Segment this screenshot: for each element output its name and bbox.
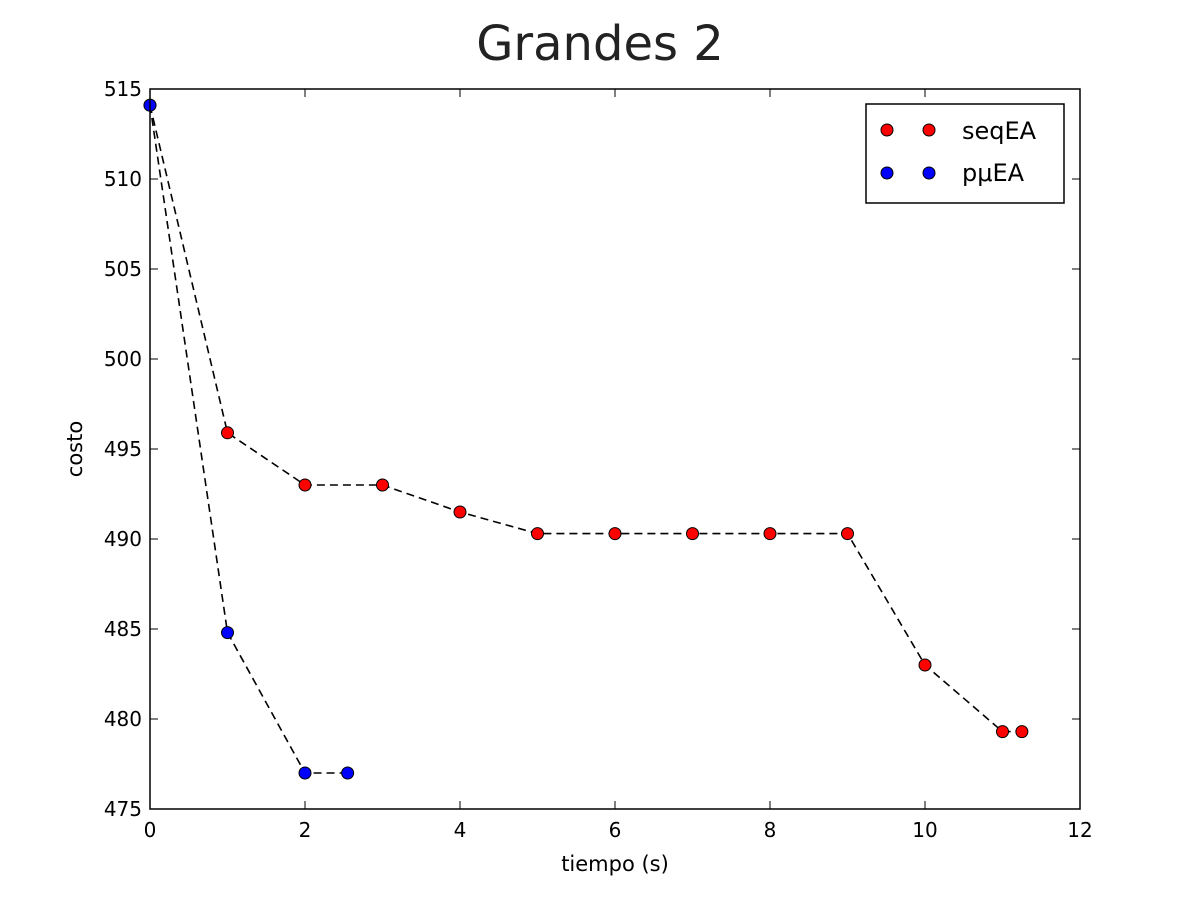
y-tick-label: 480	[104, 707, 142, 731]
data-point-seqea	[298, 478, 312, 492]
data-point-pmuea	[341, 766, 355, 780]
chart-title: Grandes 2	[476, 16, 724, 72]
y-tick-label: 475	[104, 797, 142, 821]
x-tick-label: 2	[299, 818, 312, 842]
legend-seqea-label: seqEA	[962, 117, 1037, 145]
data-point-seqea	[1015, 725, 1029, 739]
x-tick-label: 10	[912, 818, 937, 842]
data-point-seqea	[686, 527, 699, 541]
y-tick-label: 510	[104, 167, 142, 191]
y-tick-label: 515	[104, 77, 142, 101]
x-tick-label: 0	[144, 818, 157, 842]
y-tick-label: 505	[104, 257, 142, 281]
legend-pmuea-label: pμEA	[962, 159, 1025, 187]
plot-lines	[149, 105, 1022, 774]
legend-pmuea-marker-1	[880, 166, 894, 180]
data-point-seqea	[996, 725, 1009, 739]
data-point-seqea	[453, 505, 467, 519]
data-point-pmuea	[221, 626, 234, 640]
y-tick-label: 495	[104, 437, 142, 461]
legend-seqea-marker-2	[922, 123, 936, 137]
data-point-seqea	[841, 527, 854, 541]
legend-pmuea-marker-2	[922, 166, 936, 180]
x-tick-label: 6	[609, 818, 622, 842]
legend-box	[865, 103, 1065, 204]
data-point-pmuea	[298, 766, 312, 780]
data-point-seqea	[221, 426, 234, 440]
legend: seqEA pμEA	[865, 103, 1065, 204]
data-point-seqea	[763, 527, 777, 541]
x-tick-label: 8	[764, 818, 777, 842]
y-tick-label: 490	[104, 527, 142, 551]
data-point-seqea	[918, 658, 932, 672]
y-tick-label: 485	[104, 617, 142, 641]
data-point-seqea	[531, 527, 544, 541]
data-point-seqea	[608, 527, 622, 541]
axis-ticks: 0 2 4 6 8 10 12 475 480 485 490 495 500 505 510 515	[104, 77, 1093, 842]
x-axis-label: tiempo (s)	[561, 852, 669, 876]
data-point-seqea	[376, 478, 389, 492]
y-tick-label: 500	[104, 347, 142, 371]
legend-seqea-marker-1	[880, 123, 894, 137]
y-axis-label: costo	[63, 421, 87, 477]
plot-markers	[143, 98, 1029, 780]
x-tick-label: 4	[454, 818, 467, 842]
x-tick-label: 12	[1067, 818, 1092, 842]
series-line-pmuea	[149, 105, 348, 774]
